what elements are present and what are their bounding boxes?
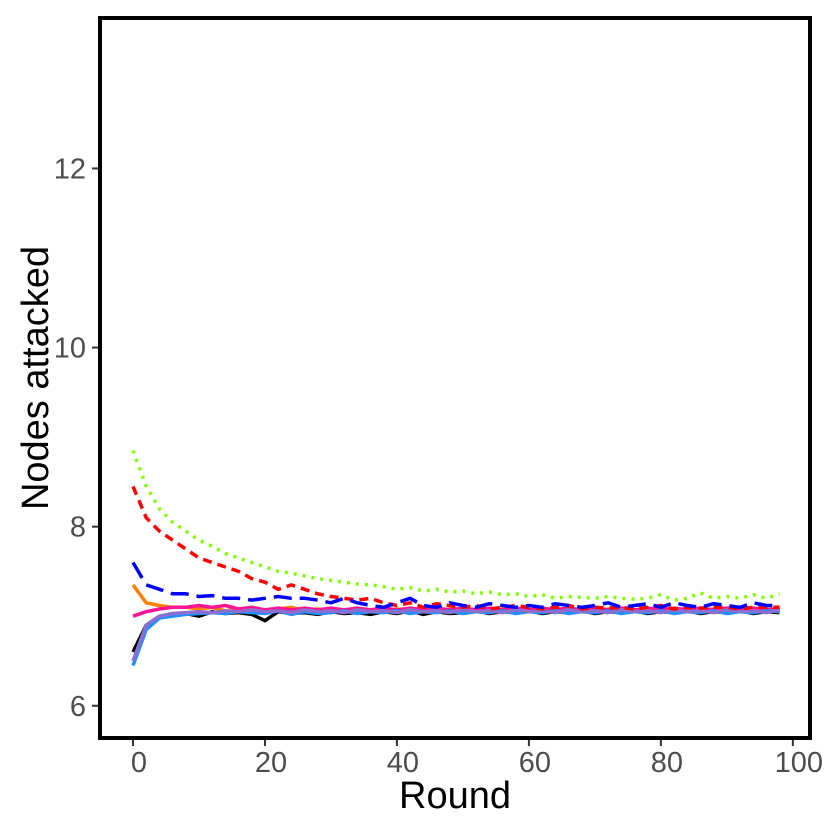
series-line bbox=[131, 561, 780, 610]
series-line bbox=[131, 449, 781, 602]
y-tick-label: 6 bbox=[70, 691, 86, 723]
series-line bbox=[131, 609, 780, 653]
y-tick-label: 8 bbox=[70, 512, 86, 544]
x-tick-label: 40 bbox=[387, 747, 419, 779]
x-tick-label: 20 bbox=[255, 747, 287, 779]
y-tick-label: 12 bbox=[54, 153, 86, 185]
y-axis-title: Nodes attacked bbox=[15, 246, 57, 510]
y-tick-label: 10 bbox=[54, 333, 86, 365]
series-line bbox=[131, 609, 780, 667]
x-tick-label: 60 bbox=[519, 747, 551, 779]
series-line bbox=[131, 608, 780, 662]
x-tick-label: 0 bbox=[131, 747, 147, 779]
series-line bbox=[131, 485, 780, 611]
x-axis-title: Round bbox=[399, 775, 511, 817]
plot-frame bbox=[98, 16, 812, 740]
x-tick-label: 100 bbox=[775, 747, 823, 779]
x-tick-label: 80 bbox=[651, 747, 683, 779]
